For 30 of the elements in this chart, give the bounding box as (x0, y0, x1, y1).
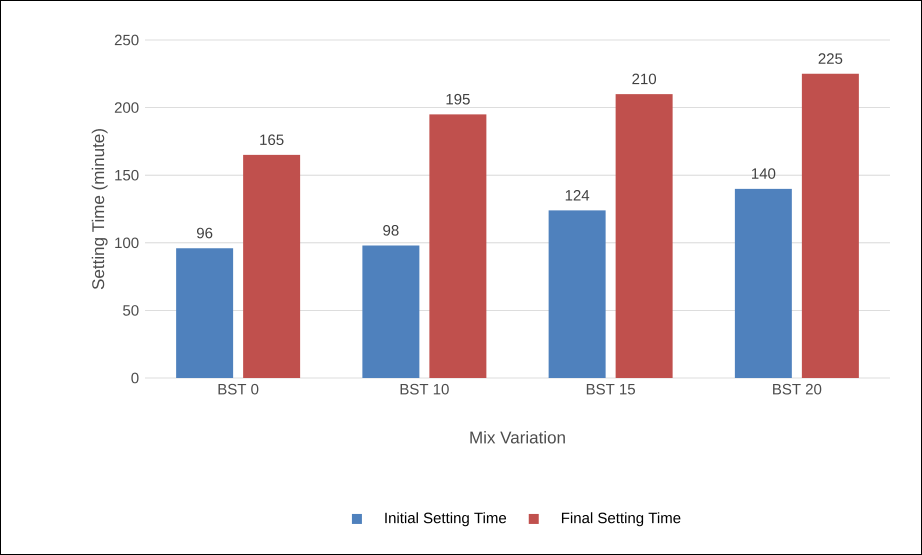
bar (362, 246, 420, 378)
y-tick-label: 100 (115, 237, 139, 248)
legend-label: Final Setting Time (562, 512, 680, 526)
x-tick-label: BST 0 (218, 384, 258, 394)
x-tick-label: BST 15 (586, 384, 635, 394)
y-tick-label: 150 (115, 170, 139, 181)
data-label: 165 (260, 134, 284, 146)
y-tick-label: 250 (114, 34, 139, 46)
bar (429, 114, 486, 378)
bar (734, 188, 792, 378)
legend-label: Initial Setting Time (385, 512, 506, 526)
y-tick-label: 200 (114, 102, 139, 113)
y-tick-label: 0 (131, 372, 139, 384)
data-label: 96 (196, 228, 212, 238)
data-label: 98 (383, 225, 399, 236)
data-label: 195 (446, 94, 470, 104)
bar (802, 74, 859, 378)
x-tick-label: BST 10 (400, 384, 449, 394)
data-label: 140 (752, 168, 776, 179)
data-label: 124 (566, 190, 590, 200)
bar (548, 210, 606, 378)
x-axis-title: Mix Variation (470, 431, 565, 444)
y-axis-title: Setting Time (minute) (92, 129, 108, 290)
bar (176, 248, 234, 378)
y-tick-label: 50 (123, 305, 139, 316)
bar (243, 154, 300, 378)
data-label: 225 (818, 53, 842, 64)
data-label: 210 (632, 74, 656, 84)
bar (616, 94, 673, 378)
x-tick-label: BST 20 (773, 384, 822, 394)
